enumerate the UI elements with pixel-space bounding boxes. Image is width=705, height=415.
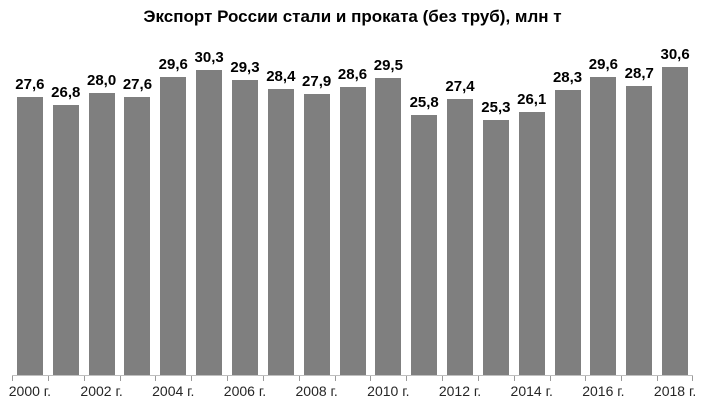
bar-2017 (626, 86, 653, 375)
x-axis-label-2000: 2000 г. (8, 383, 52, 399)
x-axis-tick (370, 376, 371, 381)
bar-value-2017: 28,7 (624, 65, 654, 82)
bar-2006 (231, 80, 258, 375)
bar-2018 (662, 67, 689, 375)
bar-value-2018: 30,6 (660, 46, 690, 63)
x-axis-label-2006: 2006 г. (223, 383, 267, 399)
x-axis-label-2018: 2018 г. (653, 383, 697, 399)
x-axis-tick (657, 376, 658, 381)
x-axis-tick (227, 376, 228, 381)
x-axis-tick (478, 376, 479, 381)
bar-2015 (554, 90, 581, 375)
bar-value-2003: 27,6 (122, 76, 153, 93)
x-axis-label-2002: 2002 г. (80, 383, 123, 399)
bar-2003 (124, 97, 151, 375)
bar-2013 (482, 120, 509, 375)
bar-value-2004: 29,6 (158, 56, 188, 73)
plot-area: 27,6 26,8 28,0 27,6 29,6 30,3 29,3 28,4 27,9 28,6… (9, 40, 697, 399)
bar-2001 (52, 105, 79, 375)
x-axis-tick (550, 376, 551, 381)
bar-value-2008: 27,9 (302, 73, 332, 90)
bar-2011 (411, 115, 438, 375)
bar-value-2000: 27,6 (15, 76, 45, 93)
bar-value-2014: 26,1 (517, 91, 547, 108)
bar-2000 (16, 97, 43, 375)
bar-value-2005: 30,3 (194, 49, 224, 66)
x-axis-label-2004: 2004 г. (152, 383, 195, 399)
bar-value-2006: 29,3 (230, 59, 260, 76)
x-axis-label-2008: 2008 г. (295, 383, 338, 399)
x-axis-tick (621, 376, 622, 381)
x-axis-tick (299, 376, 300, 381)
bar-value-2001: 26,8 (51, 84, 81, 101)
x-axis-tick (692, 376, 693, 381)
x-axis-line (12, 375, 693, 376)
bar-2007 (267, 89, 294, 375)
bar-value-2007: 28,4 (266, 68, 296, 85)
x-axis-label-2014: 2014 г. (510, 383, 553, 399)
bar-value-2016: 29,6 (588, 56, 618, 73)
bar-value-2013: 25,3 (481, 99, 511, 116)
bar-2014 (518, 112, 545, 375)
x-axis-tick (12, 376, 13, 381)
bar-value-2009: 28,6 (337, 66, 368, 83)
bar-2004 (160, 77, 187, 375)
x-axis-tick (155, 376, 156, 381)
bar-2002 (88, 93, 115, 375)
bar-2010 (375, 78, 402, 375)
x-axis-tick (335, 376, 336, 381)
x-axis-tick (514, 376, 515, 381)
bar-value-2012: 27,4 (445, 78, 475, 95)
x-axis-tick (442, 376, 443, 381)
x-axis-tick (120, 376, 121, 381)
bar-2012 (447, 99, 474, 375)
bar-value-2010: 29,5 (373, 57, 403, 74)
x-axis-tick (585, 376, 586, 381)
x-axis-tick (191, 376, 192, 381)
x-axis-tick (84, 376, 85, 381)
x-axis-tick (263, 376, 264, 381)
x-axis-tick (48, 376, 49, 381)
bar-2016 (590, 77, 617, 375)
x-axis-tick (406, 376, 407, 381)
x-axis-label-2016: 2016 г. (582, 383, 625, 399)
chart-title: Экспорт России стали и проката (без труб… (143, 7, 562, 26)
bar-2008 (303, 94, 330, 375)
bar-2009 (339, 87, 366, 375)
bar-value-2015: 28,3 (552, 69, 583, 86)
bar-2005 (196, 70, 223, 375)
bar-value-2011: 25,8 (409, 94, 439, 111)
x-axis-label-2010: 2010 г. (367, 383, 410, 399)
bar-value-2002: 28,0 (86, 72, 117, 89)
x-axis-label-2012: 2012 г. (438, 383, 482, 399)
